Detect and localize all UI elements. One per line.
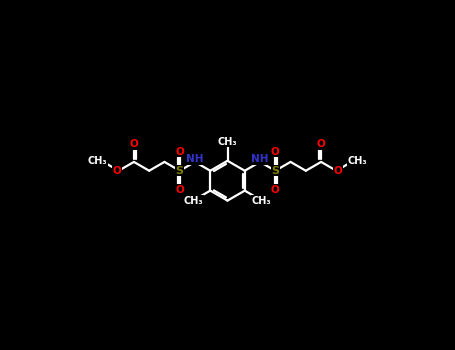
Text: S: S xyxy=(271,166,279,176)
Text: NH: NH xyxy=(186,154,204,164)
Text: CH₃: CH₃ xyxy=(217,136,238,147)
Text: NH: NH xyxy=(251,154,269,164)
Text: O: O xyxy=(271,147,280,157)
Text: CH₃: CH₃ xyxy=(252,196,271,206)
Text: CH₃: CH₃ xyxy=(88,156,107,166)
Text: S: S xyxy=(176,166,184,176)
Text: O: O xyxy=(112,166,121,176)
Text: CH₃: CH₃ xyxy=(348,156,367,166)
Text: O: O xyxy=(334,166,343,176)
Text: O: O xyxy=(317,139,325,149)
Text: O: O xyxy=(271,184,280,195)
Text: O: O xyxy=(175,184,184,195)
Text: CH₃: CH₃ xyxy=(184,196,203,206)
Text: O: O xyxy=(175,147,184,157)
Text: O: O xyxy=(130,139,138,149)
